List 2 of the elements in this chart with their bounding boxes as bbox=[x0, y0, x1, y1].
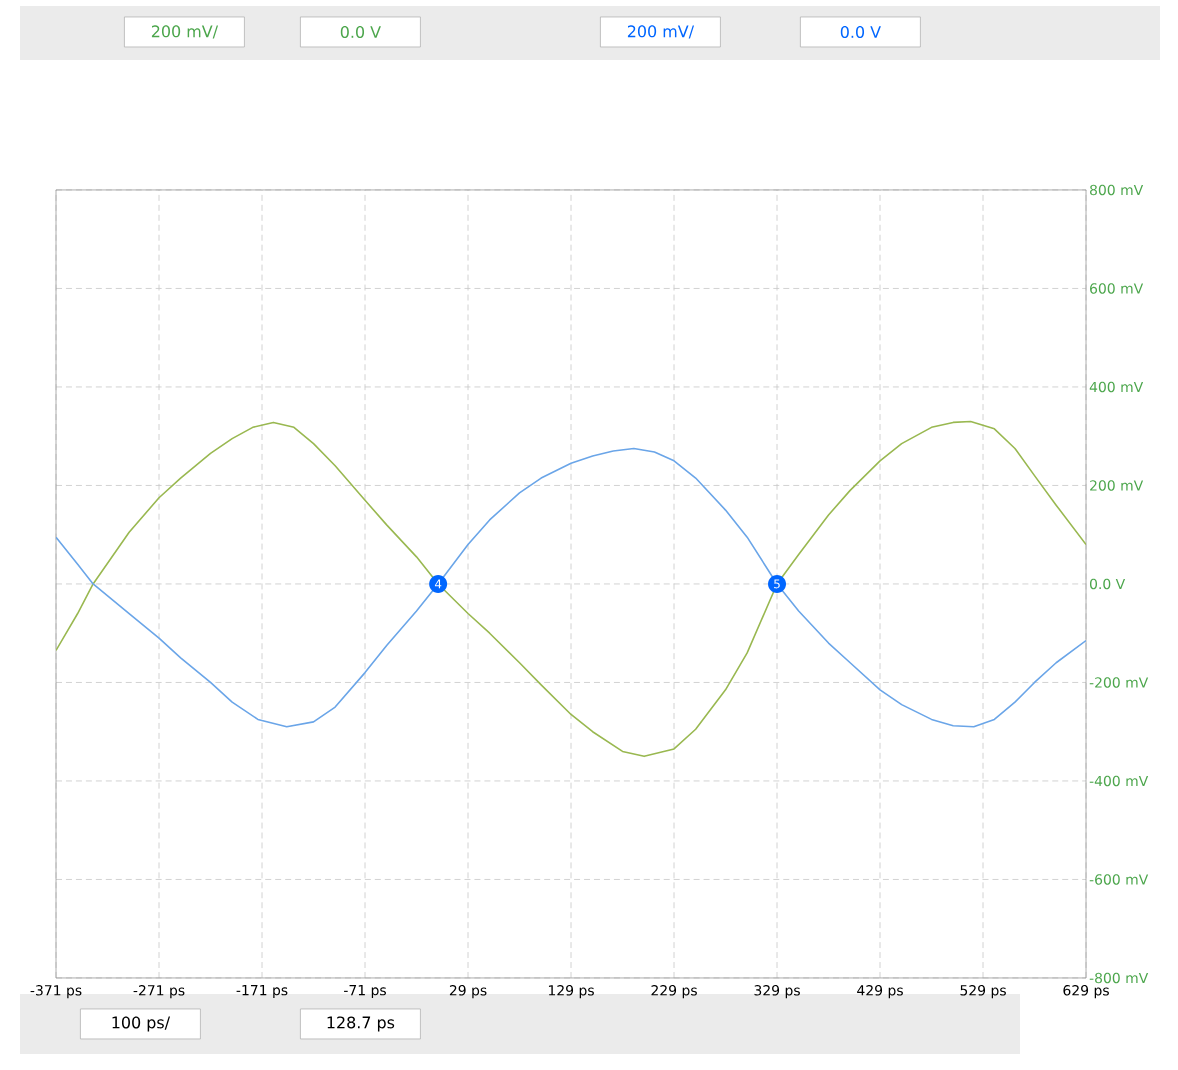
line-series bbox=[56, 447, 1087, 728]
line-series bbox=[56, 420, 1087, 758]
